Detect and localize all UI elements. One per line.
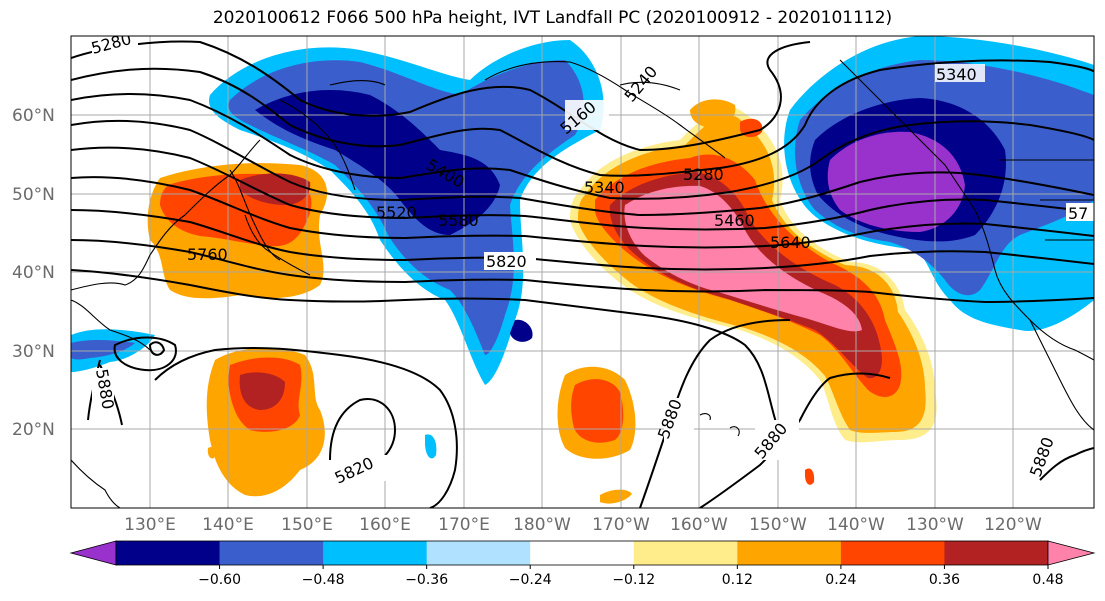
lat-label: 30°N — [12, 342, 55, 362]
lon-label: 180°W — [513, 515, 571, 535]
contour-label: 5340 — [936, 65, 977, 84]
lon-label: 130°E — [124, 515, 176, 535]
colorbar-cell — [323, 541, 428, 565]
colorbar-tick-label: −0.60 — [198, 572, 241, 588]
colorbar-extend-high — [1047, 540, 1096, 566]
ivt-negative-east — [784, 36, 1094, 331]
colorbar-tick-label: 0.36 — [929, 572, 960, 588]
ivt-positive-south — [206, 348, 815, 504]
colorbar-tick-label: −0.36 — [405, 572, 448, 588]
colorbar-tick-label: −0.24 — [509, 572, 552, 588]
latitude-labels: 60°N 50°N 40°N 30°N 20°N — [12, 106, 55, 440]
lon-label: 170°E — [438, 515, 490, 535]
contour-label: 5820 — [486, 252, 527, 271]
colorbar-cell — [530, 541, 635, 565]
lat-label: 50°N — [12, 185, 55, 205]
colorbar-tick-label: −0.48 — [302, 572, 345, 588]
colorbar-tick-label: 0.24 — [825, 572, 856, 588]
lon-label: 150°E — [281, 515, 333, 535]
colorbar-tick-label: 0.48 — [1032, 572, 1063, 588]
longitude-labels: 130°E 140°E 150°E 160°E 170°E 180°W 170°… — [124, 515, 1042, 535]
lon-label: 150°W — [749, 515, 807, 535]
contour-label: 57 — [1068, 204, 1088, 223]
map-title: 2020100612 F066 500 hPa height, IVT Land… — [212, 8, 893, 28]
lon-label: 160°E — [359, 515, 411, 535]
colorbar-cell — [219, 541, 324, 565]
lat-label: 40°N — [12, 263, 55, 283]
lon-label: 130°W — [906, 515, 964, 535]
lon-label: 160°W — [670, 515, 728, 535]
coastlines — [71, 59, 1094, 508]
contour-label: 5520 — [376, 203, 417, 222]
height-contours — [71, 40, 1094, 508]
colorbar-cell — [426, 541, 531, 565]
map-border — [70, 35, 1095, 509]
colorbar-cell — [840, 541, 945, 565]
colorbar-extend-low — [69, 540, 117, 566]
contour-label: 5340 — [584, 178, 625, 197]
map-area: 5280 5160 5240 5340 5400 5520 5580 5760 … — [71, 36, 1094, 508]
contour-label: 5640 — [770, 233, 811, 252]
contour-label: 5460 — [714, 211, 755, 230]
contour-label: 5760 — [187, 245, 228, 264]
lon-label: 140°W — [827, 515, 885, 535]
contour-label: 5280 — [683, 165, 724, 184]
contour-label: 5580 — [438, 211, 479, 230]
colorbar-cell — [116, 541, 221, 565]
lon-label: 120°W — [984, 515, 1042, 535]
lon-label: 170°W — [592, 515, 650, 535]
colorbar-tick-label: −0.12 — [612, 572, 655, 588]
lat-label: 20°N — [12, 420, 55, 440]
colorbar-cell — [944, 541, 1049, 565]
colorbar: −0.60 −0.48 −0.36 −0.24 −0.12 0.12 0.24 0.36 0.4… — [69, 540, 1096, 588]
lat-label: 60°N — [12, 106, 55, 126]
colorbar-cell — [633, 541, 738, 565]
colorbar-cell — [737, 541, 842, 565]
colorbar-tick-label: 0.12 — [722, 572, 753, 588]
lon-label: 140°E — [202, 515, 254, 535]
